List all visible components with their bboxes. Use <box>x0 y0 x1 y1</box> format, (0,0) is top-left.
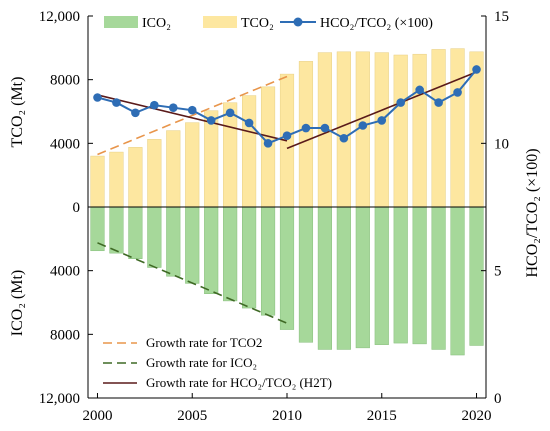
ico2-bar-2017 <box>412 206 427 345</box>
ratio-series-group <box>93 65 481 148</box>
tco2-bar-2016 <box>393 54 408 208</box>
tco2-bar-2017 <box>412 53 427 208</box>
ico2-bar-2002 <box>128 206 143 259</box>
ico2-bar-2011 <box>298 206 314 343</box>
ratio-point-2003 <box>150 100 159 110</box>
ico2-bar-2003 <box>147 206 162 268</box>
ico2-bar-2004 <box>166 206 181 277</box>
legend-marker-ratio <box>293 17 303 27</box>
ico2-bar-2016 <box>393 206 408 344</box>
tco2-bar-2002 <box>128 147 143 208</box>
ico2-bar-2009 <box>260 206 276 316</box>
legend-swatch-ico2 <box>104 16 138 28</box>
left-tick-label-5: 8000 <box>50 327 80 343</box>
tco2-bar-2015 <box>374 52 389 208</box>
bars-group <box>90 48 484 356</box>
legend-label-ratio: HCO₂/TCO₂ (×100) <box>320 16 433 31</box>
tco2-bar-2004 <box>166 130 181 208</box>
ico2-bar-2019 <box>450 206 465 356</box>
ratio-point-2005 <box>187 105 197 115</box>
ratio-point-2017 <box>415 85 424 95</box>
right-tick-label-3: 0 <box>494 391 502 407</box>
trend-line-0 <box>97 75 288 156</box>
ratio-point-2018 <box>434 98 443 107</box>
tick-labels-group: 12,000 8000 4000 0 4000 8000 12,000 15 10 5 0 2000 2… <box>39 9 509 424</box>
trend-line-1 <box>97 242 288 324</box>
tco2-bar-2011 <box>298 61 314 208</box>
ico2-bar-2007 <box>223 206 238 302</box>
ico2-bar-2018 <box>431 206 446 350</box>
tco2-bar-2000 <box>90 155 105 208</box>
left-tick-label-1: 8000 <box>50 73 80 89</box>
ratio-point-2006 <box>206 116 216 125</box>
left-axis-label-top: TCO₂ (Mt) <box>9 77 26 148</box>
x-tick-label-0: 2000 <box>82 408 112 424</box>
ico2-bar-2005 <box>185 206 200 284</box>
legend-label-ico2-growth: Growth rate for ICO₂ <box>146 355 257 370</box>
right-tick-label-1: 10 <box>494 136 509 152</box>
ratio-point-2019 <box>453 88 462 97</box>
ico2-bar-2010 <box>279 206 295 330</box>
ico2-bar-2014 <box>355 206 370 349</box>
tco2-bar-2003 <box>147 139 162 208</box>
legend-label-tco2-growth: Growth rate for TCO2 <box>146 335 262 350</box>
legend-label-h2t-growth: Growth rate for HCO₂/TCO₂ (H2T) <box>146 375 332 390</box>
legend-swatch-tco2 <box>203 16 237 28</box>
ratio-point-2012 <box>320 123 330 133</box>
ratio-point-2016 <box>396 98 406 107</box>
tco2-bar-2005 <box>185 122 200 208</box>
ico2-bar-2012 <box>317 206 332 350</box>
ico2-bar-2013 <box>336 206 351 350</box>
left-tick-label-0: 12,000 <box>39 9 80 25</box>
left-tick-label-2: 4000 <box>50 136 80 152</box>
ratio-point-2015 <box>377 116 387 125</box>
tco2-bar-2001 <box>109 151 124 208</box>
tco2-bar-2013 <box>336 51 351 208</box>
left-tick-label-3: 0 <box>73 200 81 216</box>
ratio-point-2008 <box>244 118 254 128</box>
ico2-bar-2001 <box>109 206 124 254</box>
x-tick-label-1: 2005 <box>177 408 207 424</box>
ratio-point-2001 <box>112 98 121 107</box>
trend-line-3 <box>286 71 477 150</box>
trend-lines-group <box>97 71 477 324</box>
left-tick-label-4: 4000 <box>50 264 80 280</box>
tco2-bar-2019 <box>450 48 465 208</box>
ratio-point-2020 <box>472 65 481 74</box>
ratio-point-2010 <box>282 131 292 140</box>
ico2-bar-2015 <box>374 206 389 345</box>
ratio-point-2014 <box>358 121 368 130</box>
ratio-point-2011 <box>301 123 311 133</box>
ico2-bar-2020 <box>469 206 484 346</box>
right-tick-label-2: 5 <box>494 264 502 280</box>
left-axis-label-bottom: ICO₂ (Mt) <box>9 270 26 336</box>
ratio-point-2002 <box>131 108 140 118</box>
legend-label-ico2: ICO₂ <box>142 16 171 31</box>
axes-group <box>87 15 487 399</box>
ratio-point-2009 <box>263 139 273 148</box>
right-axis-label: HCO₂/TCO₂ (×100) <box>524 148 541 277</box>
x-tick-label-3: 2015 <box>367 408 397 424</box>
ico2-bar-2008 <box>242 206 257 309</box>
left-tick-label-6: 12,000 <box>39 391 80 407</box>
legend-bottom: Growth rate for TCO2 Growth rate for ICO… <box>103 335 332 390</box>
tco2-bar-2006 <box>204 110 219 208</box>
legend-top: ICO₂ TCO₂ HCO₂/TCO₂ (×100) <box>104 16 433 31</box>
ratio-point-2004 <box>168 103 178 112</box>
ratio-point-2013 <box>339 133 349 143</box>
ratio-point-2000 <box>93 93 102 102</box>
right-tick-label-0: 15 <box>494 9 509 25</box>
tco2-bar-2018 <box>431 49 446 208</box>
tco2-bar-2007 <box>223 102 238 208</box>
x-tick-label-4: 2020 <box>462 408 492 424</box>
trend-line-2 <box>97 94 288 142</box>
tco2-bar-2008 <box>242 95 257 208</box>
ico2-bar-2006 <box>204 206 219 294</box>
ratio-point-2007 <box>225 108 235 118</box>
x-tick-label-2: 2010 <box>272 408 302 424</box>
legend-label-tco2: TCO₂ <box>241 16 274 31</box>
